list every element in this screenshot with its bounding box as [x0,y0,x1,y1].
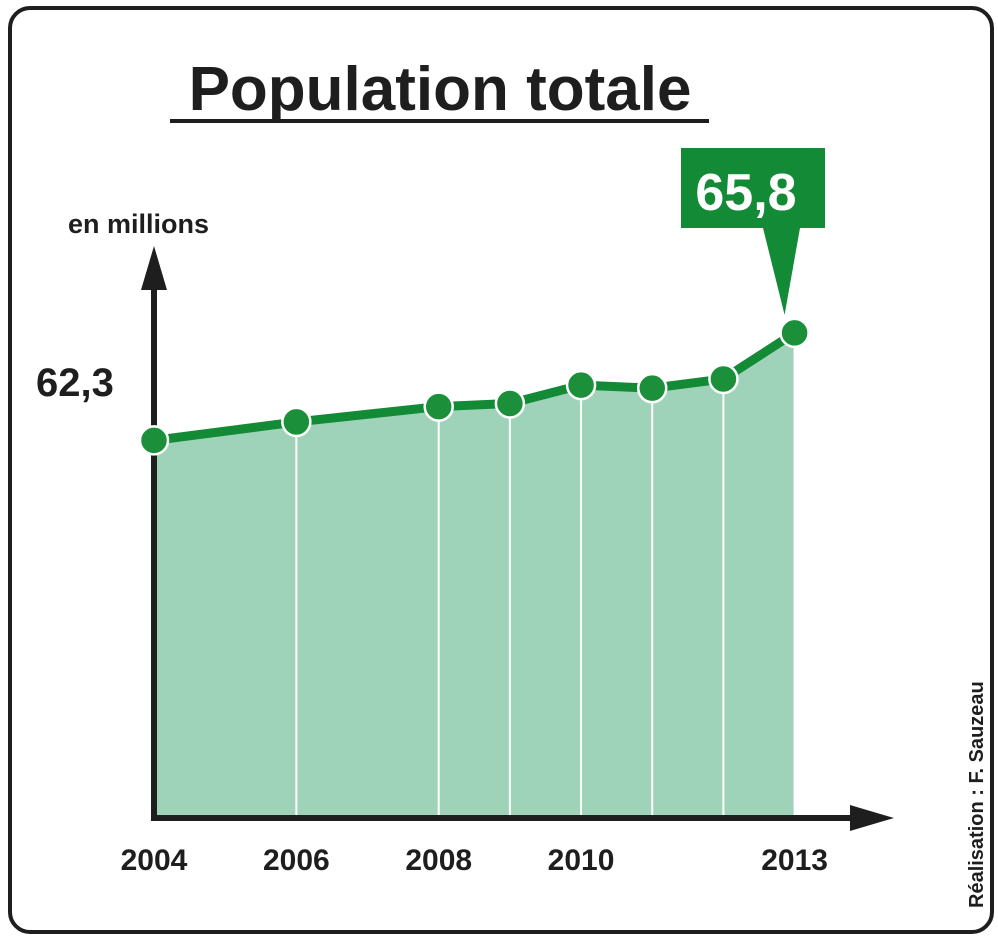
callout-box [681,148,825,315]
x-tick-labels: 2004 2006 2008 2010 2013 [121,844,828,877]
data-point-2012 [708,363,739,395]
end-value-label: 65,8 [695,164,796,222]
area-layer [154,332,795,818]
x-tick-label: 2008 [405,844,472,877]
marker-layer [138,317,810,456]
y-axis-arrow-icon [141,246,167,290]
start-value-label: 62,3 [36,361,114,405]
chart-title: Population totale [189,55,692,124]
data-point-2010 [565,369,597,401]
data-point-2006 [281,406,312,438]
divider-layer [295,332,796,818]
data-point-2013 [779,317,810,349]
axis-layer [141,246,894,831]
end-value-callout: 65,8 [681,148,825,315]
x-axis-arrow-icon [850,805,894,831]
credit-label: Réalisation : F. Sauzeau [966,681,988,908]
x-tick-label: 2004 [121,844,188,877]
x-tick-label: 2010 [548,844,615,877]
x-tick-label: 2006 [263,844,330,877]
data-point-2011 [636,372,668,404]
data-point-2004 [138,425,170,456]
data-point-2009 [494,388,526,419]
area-fill [154,332,795,818]
y-axis-unit-label: en millions [68,209,209,239]
data-point-2008 [423,391,454,422]
x-tick-label: 2013 [761,844,828,877]
